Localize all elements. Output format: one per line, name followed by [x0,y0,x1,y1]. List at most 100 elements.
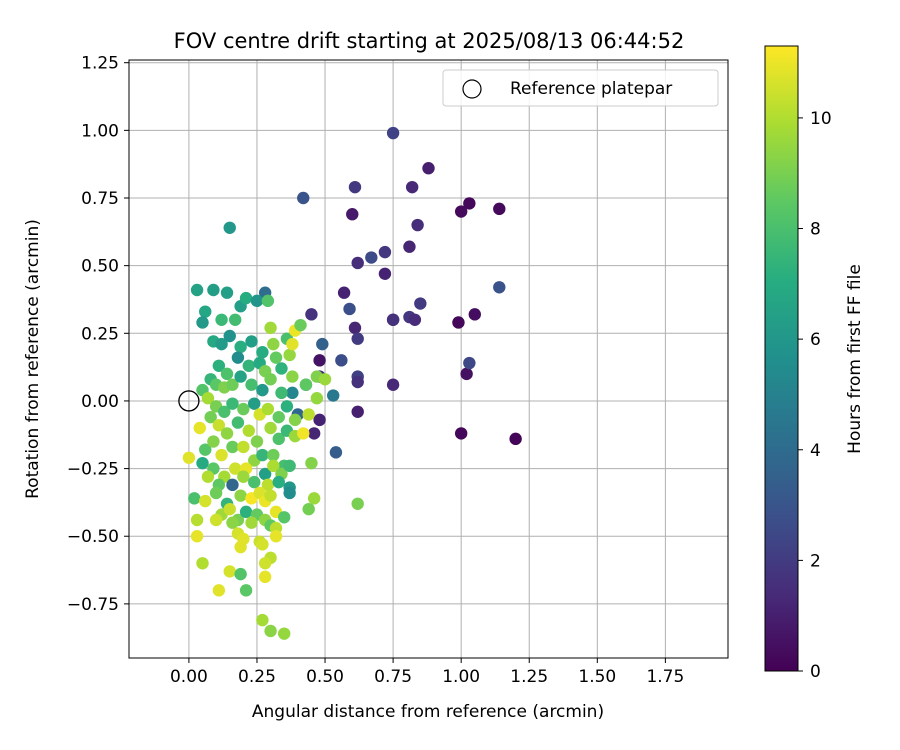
scatter-point [209,513,223,527]
scatter-point [272,475,285,489]
scatter-point [196,456,209,470]
scatter-point [226,397,239,410]
scatter-point [460,367,473,381]
scatter-point [468,308,481,321]
scatter-point [250,294,264,308]
scatter-point [318,373,332,386]
scatter-point [193,421,206,435]
scatter-point [405,180,419,194]
y-tick-label: 0.25 [81,324,119,344]
scatter-point [414,297,427,310]
x-tick-label: 0.00 [170,667,208,687]
scatter-point [242,424,255,437]
colorbar-tick-label: 2 [810,551,821,571]
scatter-point [365,251,378,264]
scatter-point [231,351,245,364]
scatter-point [256,538,269,551]
scatter-point [283,459,296,473]
colorbar-tick-label: 0 [810,662,821,682]
y-tick-label: −0.50 [67,527,119,547]
scatter-point [212,419,226,432]
y-tick-label: −0.25 [67,460,119,480]
scatter-point [264,421,277,435]
scatter-point [386,313,400,326]
scatter-point [248,397,261,410]
chart-title: FOV centre drift starting at 2025/08/13 … [174,29,685,53]
scatter-point [220,367,234,381]
scatter-point [196,316,209,329]
legend-box [442,69,719,107]
scatter-point [343,302,356,316]
scatter-point [207,435,220,448]
scatter-point [269,351,283,364]
y-tick-label: 0.50 [81,257,119,277]
scatter-point [223,565,236,578]
legend: Reference platepar [442,69,719,107]
scatter-point [378,267,392,280]
x-axis-label: Angular distance from reference (arcmin) [252,702,604,722]
scatter-point [256,613,269,627]
scatter-point [226,378,239,391]
y-tick-label: 1.00 [81,121,119,141]
scatter-point [348,180,362,194]
scatter-point [403,240,416,253]
scatter-point [297,427,310,440]
scatter-point [275,386,288,400]
scatter-point [346,208,359,221]
scatter-point [239,584,253,597]
scatter-point [408,313,422,326]
scatter-point [258,467,272,481]
scatter-point [256,448,269,462]
scatter-point [302,502,315,516]
scatter-point [234,567,247,581]
scatter-point [463,197,476,210]
scatter-point [422,162,435,175]
scatter-point [307,427,321,440]
x-tick-label: 0.50 [306,667,344,687]
scatter-point [351,332,364,345]
grid-lines [129,60,728,658]
scatter-point [302,408,315,421]
scatter-point [245,378,258,391]
legend-open-circle-marker [462,79,482,99]
x-tick-label: 1.00 [442,667,480,687]
x-tick-label: 1.25 [510,667,548,687]
scatter-point [239,505,253,519]
scatter-point [305,456,318,470]
scatter-point [294,318,307,332]
plot-frame [128,59,729,659]
scatter-point [316,337,329,351]
scatter-point [256,346,269,359]
scatter-point [277,627,291,640]
scatter-point [250,435,264,448]
scatter-point [223,329,236,343]
scatter-point [463,356,476,370]
scatter-point [234,540,247,554]
x-tick-label: 0.75 [374,667,412,687]
scatter-point [286,370,299,383]
legend-label: Reference platepar [510,79,672,99]
scatter-point [297,191,310,205]
scatter-point [223,502,236,516]
scatter-point [245,516,258,529]
y-tick-label: 0.00 [81,392,119,412]
scatter-point [454,427,468,440]
scatter-point [286,337,299,351]
scatter-point [348,321,362,335]
scatter-point [264,624,277,638]
scatter-point [220,427,234,440]
scatter-point [256,383,269,397]
scatter-point [196,557,209,570]
scatter-point [188,492,201,505]
scatter-point [199,443,212,456]
scatter-point [288,413,302,427]
scatter-point [335,354,348,367]
scatter-points [182,126,522,640]
scatter-point [215,448,228,462]
scatter-point [351,497,364,510]
scatter-point [272,432,285,446]
scatter-point [228,313,242,326]
scatter-point [493,281,506,294]
scatter-point [226,478,239,492]
